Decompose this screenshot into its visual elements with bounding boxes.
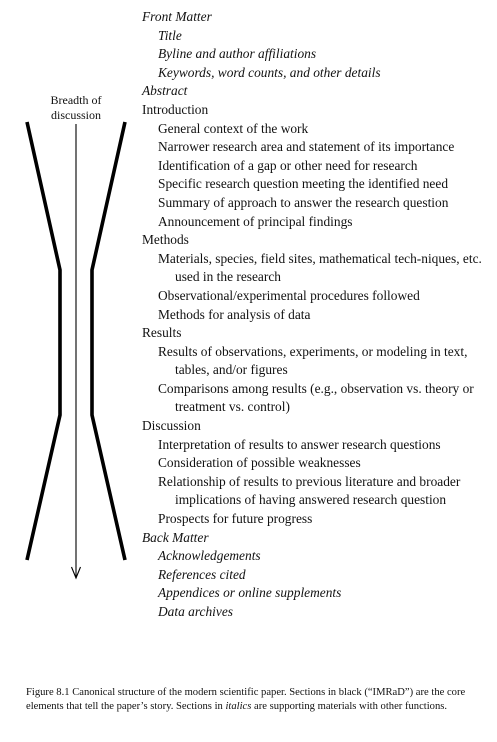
section-heading: Back Matter [142,529,209,545]
section-item: Announcement of principal findings [158,213,353,229]
section-heading: Discussion [142,418,201,434]
section-item: Narrower research area and statement of … [158,139,455,155]
section-item: Appendices or online supplements [158,585,342,601]
section-item: Title [158,27,182,43]
section-item: Summary of approach to answer the resear… [158,194,449,210]
section-item: Materials, species, field sites, mathema… [158,250,482,285]
caption-text-1: Figure 8.1 Canonical structure of the mo… [26,687,466,712]
section-item: Acknowledgements [158,548,261,564]
paper-structure-outline: Front Matter Title Byline and author affil… [142,8,494,622]
section-item: Interpretation of results to answer rese… [158,436,441,452]
section-item: Comparisons among results (e.g., observa… [158,380,474,415]
axis-label-line-2: discussion [50,108,101,122]
caption-text-2: are supporting materials with other func… [251,700,448,712]
section-item: Data archives [158,604,233,619]
section-item: Prospects for future progress [158,511,313,527]
section-item: Relationship of results to previous lite… [158,473,461,508]
section-item: Results of observations, experiments, or… [158,343,468,378]
axis-label-line-1: Breadth of [50,93,102,107]
breadth-arrow-head [70,566,82,580]
caption-italic-word: italics [225,700,252,712]
section-item: Observational/experimental procedures fo… [158,287,420,303]
section-item: Keywords, word counts, and other details [158,64,381,80]
section-item: Consideration of possible weaknesses [158,455,361,471]
section-heading: Results [142,325,182,341]
left-boundary-line [25,121,62,561]
section-item: Specific research question meeting the i… [158,176,449,192]
section-heading: Front Matter [142,9,212,24]
section-heading: Methods [142,232,189,248]
section-item: General context of the work [158,120,309,136]
section-heading: Introduction [142,101,209,117]
breadth-of-discussion-label: Breadth of discussion [38,93,114,123]
section-item: Byline and author affiliations [158,46,317,62]
section-item: Identification of a gap or other need fo… [158,157,418,173]
section-item: References cited [158,566,246,582]
figure-caption: Figure 8.1 Canonical structure of the mo… [26,686,472,713]
section-item: Methods for analysis of data [158,306,311,322]
section-heading: Abstract [142,83,188,99]
right-boundary-line [90,121,127,561]
